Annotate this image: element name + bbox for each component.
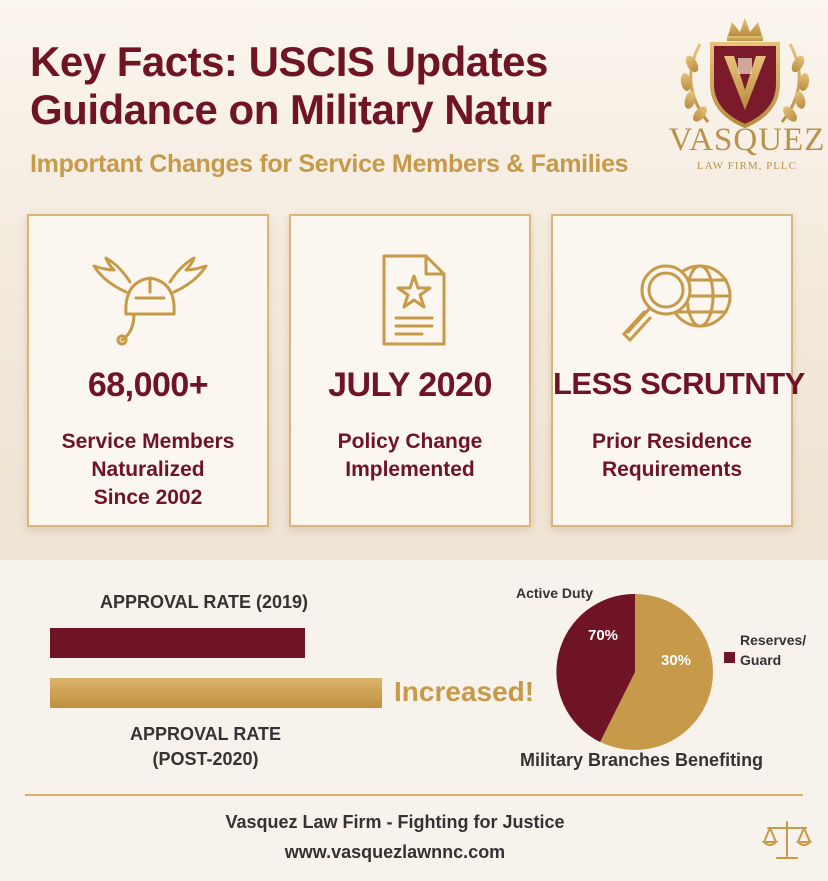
page-title: Key Facts: USCIS Updates Guidance on Mil… [30,38,552,133]
crest-logo-icon [680,18,810,129]
scrutiny-value: LESS SCRUTNTY [553,366,805,401]
logo-name: VASQUEZ [668,122,826,158]
approval-2019-label: APPROVAL RATE (2019) [100,592,309,612]
footer-website[interactable]: www.vasquezlawnnc.com [284,842,506,862]
approval-2019-bar [50,628,305,658]
pie-pct-active: 70% [588,627,619,644]
policy-description: Policy Change Implemented [337,430,483,481]
legend-swatch [724,652,735,663]
magnifier-globe-icon [621,264,732,343]
policy-date: JULY 2020 [328,366,492,404]
approval-post-2020-label: APPROVAL RATE (POST-2020) [130,724,282,769]
fact-card-scrutiny: LESS SCRUTNTY Prior Residence Requiremen… [551,214,805,527]
winged-helmet-icon [92,256,208,346]
scrutiny-description: Prior Residence Requirements [592,430,752,481]
branches-pie-chart [556,593,713,750]
fact-card-policy-date: JULY 2020 Policy Change Implemented [289,214,531,527]
pie-label-reserves: Reserves/ Guard [740,632,807,668]
footer-divider [25,794,803,796]
naturalized-count: 68,000+ [87,366,209,404]
naturalized-description: Service Members Naturalized Since 2002 [61,430,235,509]
scales-of-justice-icon [762,821,812,859]
logo-subtitle: LAW FIRM, PLLC [696,160,797,172]
pie-pct-reserves: 30% [661,652,692,669]
pie-title: Military Branches Benefiting [520,750,764,770]
footer-tagline: Vasquez Law Firm - Fighting for Justice [225,812,565,832]
pie-label-active: Active Duty [516,585,594,601]
pie-slice-active [556,593,635,742]
increased-note: Increased! [394,676,535,707]
page-subtitle: Important Changes for Service Members & … [30,150,629,178]
starred-document-icon [382,254,446,346]
approval-post-2020-bar [50,678,382,708]
fact-card-naturalized: 68,000+ Service Members Naturalized Sinc… [27,214,269,527]
